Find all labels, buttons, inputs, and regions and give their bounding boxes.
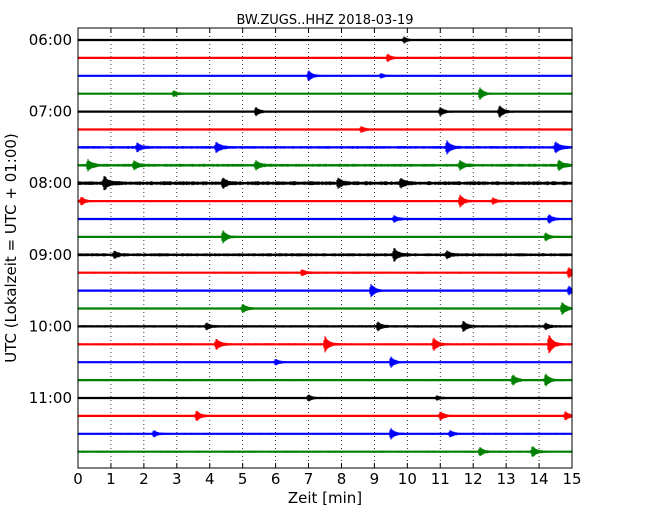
x-tick-label: 7	[304, 470, 314, 488]
plot-frame	[77, 27, 573, 469]
y-tick-label: 09:00	[29, 246, 72, 264]
x-tick-label: 6	[271, 470, 281, 488]
y-tick-label: 08:00	[29, 174, 72, 192]
x-axis: 0 1 2 3 4 5 6 7 8 9 10 11 12 13 14 15	[73, 28, 582, 488]
x-tick-label: 5	[238, 470, 248, 488]
x-tick-label: 10	[398, 470, 417, 488]
x-tick-label: 15	[562, 470, 581, 488]
y-axis: 06:00 07:00 08:00 09:00 10:00 11:00	[29, 31, 83, 407]
y-tick-label: 07:00	[29, 103, 72, 121]
x-tick-label: 14	[530, 470, 549, 488]
x-tick-label: 2	[139, 470, 149, 488]
x-tick-label: 8	[337, 470, 347, 488]
chart-title: BW.ZUGS..HHZ 2018-03-19	[236, 13, 413, 28]
y-tick-label: 11:00	[29, 389, 72, 407]
x-tick-label: 3	[172, 470, 182, 488]
x-tick-label: 9	[370, 470, 380, 488]
x-tick-label: 11	[431, 470, 450, 488]
x-tick-label: 1	[106, 470, 116, 488]
grid-lines	[110, 28, 540, 468]
x-tick-label: 0	[73, 470, 83, 488]
y-tick-label: 06:00	[29, 31, 72, 49]
x-tick-label: 4	[205, 470, 215, 488]
y-tick-label: 10:00	[29, 317, 72, 335]
y-axis-label: UTC (Lokalzeit = UTC + 01:00)	[2, 133, 20, 363]
traces	[77, 36, 573, 457]
x-tick-label: 13	[497, 470, 516, 488]
x-tick-label: 12	[464, 470, 483, 488]
x-axis-label: Zeit [min]	[288, 489, 362, 507]
